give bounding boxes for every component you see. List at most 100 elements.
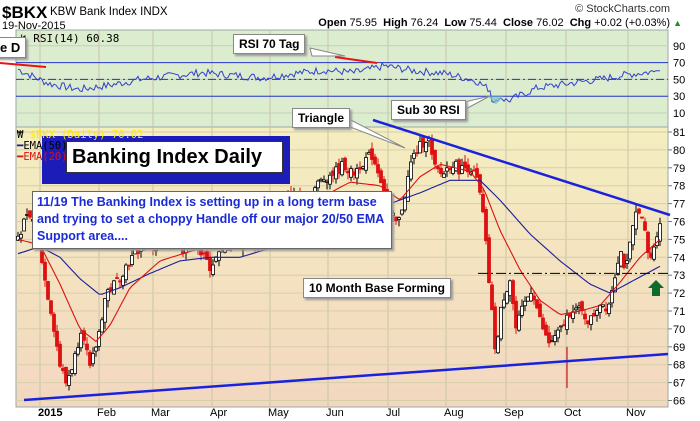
candle-up (100, 319, 104, 333)
y-tick-label: 66 (673, 396, 685, 408)
candle-up (76, 347, 80, 355)
candle-up (631, 225, 635, 246)
x-tick-label: Oct (564, 407, 581, 419)
y-tick-label: 77 (673, 199, 685, 211)
y-tick-label: 72 (673, 288, 685, 300)
candle-up (112, 280, 116, 295)
low-label: Low (444, 17, 467, 29)
candle-down (646, 231, 650, 253)
candle-up (106, 289, 110, 302)
candle-down (52, 313, 56, 332)
candle-up (619, 251, 623, 267)
candle-up (319, 178, 323, 182)
candle-down (136, 250, 140, 255)
candle-down (436, 166, 440, 170)
chart-title: Banking Index Daily (66, 141, 283, 173)
candle-up (400, 209, 404, 215)
annotation-triangle: Triangle (292, 108, 351, 128)
rsi-tick-label: 90 (673, 41, 685, 53)
candle-up (601, 304, 605, 307)
y-tick-label: 71 (673, 306, 685, 318)
candle-down (430, 139, 434, 155)
candle-down (511, 280, 515, 304)
x-tick-label: Nov (626, 407, 646, 419)
candle-down (55, 330, 59, 347)
candle-down (466, 164, 470, 173)
y-tick-label: 81 (673, 127, 685, 139)
candle-up (658, 223, 662, 242)
candle-down (352, 171, 356, 176)
symbol-name: KBW Bank Index INDX (50, 6, 168, 18)
candle-up (418, 141, 422, 154)
candle-up (424, 142, 428, 153)
y-tick-label: 70 (673, 324, 685, 336)
resistance-trendline (372, 118, 671, 217)
candle-down (82, 330, 86, 341)
legend-ema20: ━EMA(20) (17, 152, 68, 163)
candle-down (583, 313, 587, 320)
candle-down (541, 317, 545, 330)
candle-down (493, 306, 497, 350)
candle-down (61, 368, 65, 372)
x-tick-label: Jun (326, 407, 344, 419)
y-tick-label: 69 (673, 342, 685, 354)
candle-up (19, 233, 23, 239)
x-tick-label: 2015 (38, 407, 62, 419)
y-tick-label: 75 (673, 234, 685, 246)
candle-up (520, 305, 524, 316)
candle-down (46, 281, 50, 300)
candle-up (91, 353, 95, 365)
up-arrow-icon (648, 280, 664, 296)
candle-down (604, 308, 608, 312)
candle-up (361, 166, 365, 169)
y-tick-label: 80 (673, 145, 685, 157)
candle-up (403, 196, 407, 211)
ohlc-summary: Open 75.95 High 76.24 Low 75.44 Close 76… (318, 17, 682, 29)
candle-down (490, 284, 494, 311)
candle-down (547, 332, 551, 344)
candle-up (103, 298, 107, 323)
candle-down (481, 193, 485, 213)
candle-down (637, 208, 641, 214)
candle-up (349, 168, 353, 178)
candle-down (85, 343, 89, 351)
candle-up (628, 241, 632, 260)
candle-down (49, 300, 53, 314)
candle-down (643, 221, 647, 231)
candle-down (514, 300, 518, 329)
candle-down (448, 167, 452, 170)
candle-down (439, 167, 443, 175)
candle-up (454, 160, 458, 172)
y-tick-label: 67 (673, 378, 685, 390)
x-tick-label: Jul (386, 407, 400, 419)
candle-down (484, 209, 488, 242)
candle-up (25, 214, 29, 216)
candle-up (616, 262, 620, 275)
annotation-sub30-rsi: Sub 30 RSI (391, 100, 466, 120)
candle-up (412, 152, 416, 159)
y-tick-label: 79 (673, 163, 685, 175)
candle-up (121, 275, 125, 286)
candle-up (550, 340, 554, 343)
candle-down (532, 295, 536, 301)
candle-down (127, 264, 131, 267)
support-trendline (23, 352, 669, 402)
candle-up (517, 314, 521, 331)
candle-down (88, 351, 92, 366)
candle-down (544, 324, 548, 336)
x-tick-label: Feb (97, 407, 116, 419)
candle-down (622, 253, 626, 269)
candle-up (94, 346, 98, 352)
candle-up (73, 353, 77, 374)
candle-up (589, 315, 593, 325)
y-tick-label: 74 (673, 252, 685, 264)
candle-up (442, 173, 446, 178)
candle-up (634, 211, 638, 230)
candle-up (334, 166, 338, 180)
candle-down (421, 137, 425, 148)
candle-up (217, 251, 221, 261)
candle-down (457, 159, 461, 175)
candle-down (487, 237, 491, 284)
legend-ema20-label: EMA(20) (23, 151, 68, 163)
high-value: 76.24 (410, 17, 439, 29)
